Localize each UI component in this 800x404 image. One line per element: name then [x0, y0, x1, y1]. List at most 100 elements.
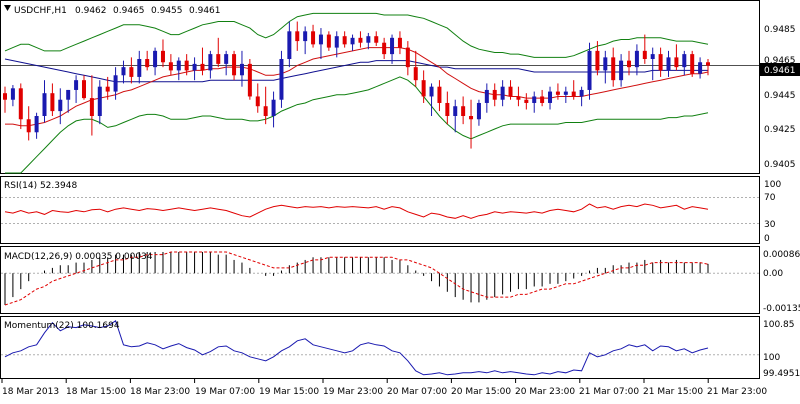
macd-title: MACD(12,26,9) 0.00035 0.00034	[4, 252, 153, 262]
candle-body	[129, 67, 134, 77]
candle-body	[184, 60, 189, 71]
candle-body	[469, 116, 474, 120]
time-label: 18 Mar 15:00	[66, 387, 126, 397]
candle-body	[666, 57, 671, 71]
momentum-tick: 100.85	[763, 320, 795, 330]
time-label: 20 Mar 07:00	[387, 387, 447, 397]
time-label: 21 Mar 23:00	[707, 387, 767, 397]
price-header: USDCHF,H1 0.9462 0.9465 0.9455 0.9461	[4, 5, 221, 16]
price-tick: 0.9485	[764, 25, 796, 35]
candle-body	[263, 106, 268, 116]
macd-signal-line	[4, 251, 709, 306]
rsi-line	[4, 203, 709, 219]
momentum-line	[4, 320, 709, 376]
candle-body	[563, 91, 568, 95]
candle-body	[579, 89, 584, 97]
candle-body	[453, 106, 458, 116]
candle-body	[358, 37, 363, 43]
macd-panel-frame	[0, 246, 760, 314]
candle-body	[548, 91, 553, 103]
candle-body	[216, 54, 221, 64]
candle-body	[168, 62, 173, 71]
time-label: 19 Mar 23:00	[323, 387, 383, 397]
candle-body	[18, 88, 23, 120]
candle-body	[153, 50, 158, 68]
candle-body	[374, 36, 379, 43]
momentum-title: Momentum(22) 100.1694	[4, 321, 120, 331]
candle-body	[445, 102, 450, 116]
candle-body	[326, 34, 331, 48]
price-tick: 0.9425	[764, 125, 796, 135]
candle-body	[89, 98, 94, 116]
time-label: 20 Mar 15:00	[451, 387, 511, 397]
candle-body	[334, 36, 339, 48]
candle-body	[232, 54, 237, 76]
candle-body	[390, 37, 395, 55]
candle-body	[50, 93, 55, 112]
rsi-panel-frame	[0, 176, 760, 244]
candle-body	[342, 36, 347, 45]
rsi-tick: 100	[764, 180, 781, 190]
candle-body	[382, 42, 387, 55]
candle-body	[642, 50, 647, 59]
momentum-axis: 100.85 100 99.4951	[763, 320, 800, 379]
candle-body	[555, 91, 560, 95]
candle-body	[121, 67, 126, 76]
candle-body	[516, 96, 521, 100]
macd-tick: 0.00086	[763, 250, 800, 260]
candle-body	[405, 47, 410, 68]
candle-body	[690, 54, 695, 74]
time-axis: 18 Mar 2013 18 Mar 15:00 18 Mar 23:00 19…	[2, 387, 767, 397]
ohlc-high: 0.9465	[113, 6, 145, 16]
candle-body	[492, 89, 497, 100]
candle-body	[247, 63, 252, 97]
candle-body	[10, 88, 15, 100]
candle-body	[650, 54, 655, 59]
ohlc-close: 0.9461	[189, 6, 221, 16]
candle-body	[271, 99, 276, 116]
candle-body	[476, 102, 481, 120]
candle-body	[587, 50, 592, 90]
candle-body	[366, 36, 371, 43]
current-price-label: 0.9461	[764, 66, 796, 76]
price-panel-frame	[0, 0, 760, 174]
candle-body	[619, 60, 624, 81]
candle-body	[350, 37, 355, 45]
candle-body	[295, 31, 300, 42]
candle-body	[287, 31, 292, 59]
candle-body	[413, 67, 418, 81]
time-label: 19 Mar 07:00	[195, 387, 255, 397]
bollinger-upper-line	[4, 12, 709, 58]
candle-body	[26, 119, 31, 133]
macd-axis: 0.00086 0.00 -0.00135	[763, 250, 800, 314]
time-label: 19 Mar 15:00	[259, 387, 319, 397]
ohlc-low: 0.9455	[151, 6, 183, 16]
bollinger-lower-line	[5, 76, 709, 174]
price-tick: 0.9445	[764, 91, 796, 101]
candle-body	[3, 93, 7, 100]
moving-average-fast-line	[5, 47, 709, 127]
candle-body	[634, 50, 639, 68]
candle-body	[239, 63, 244, 76]
candle-body	[279, 59, 284, 100]
candle-body	[145, 59, 150, 68]
time-label: 18 Mar 23:00	[130, 387, 190, 397]
rsi-tick: 30	[764, 220, 776, 230]
candle-body	[34, 116, 39, 133]
candle-body	[255, 96, 260, 107]
momentum-tick: 100	[763, 353, 780, 363]
time-label: 20 Mar 23:00	[515, 387, 575, 397]
ohlc-open: 0.9462	[75, 6, 107, 16]
candle-body	[508, 86, 513, 97]
candle-body	[682, 54, 687, 68]
panel-collapse-icon[interactable]	[4, 5, 11, 11]
candle-body	[303, 31, 308, 42]
price-tick: 0.9405	[764, 160, 796, 170]
candle-body	[484, 89, 489, 103]
candle-body	[603, 57, 608, 71]
candle-body	[42, 93, 47, 116]
candle-body	[540, 96, 545, 103]
moving-average-slow-line	[4, 58, 708, 83]
